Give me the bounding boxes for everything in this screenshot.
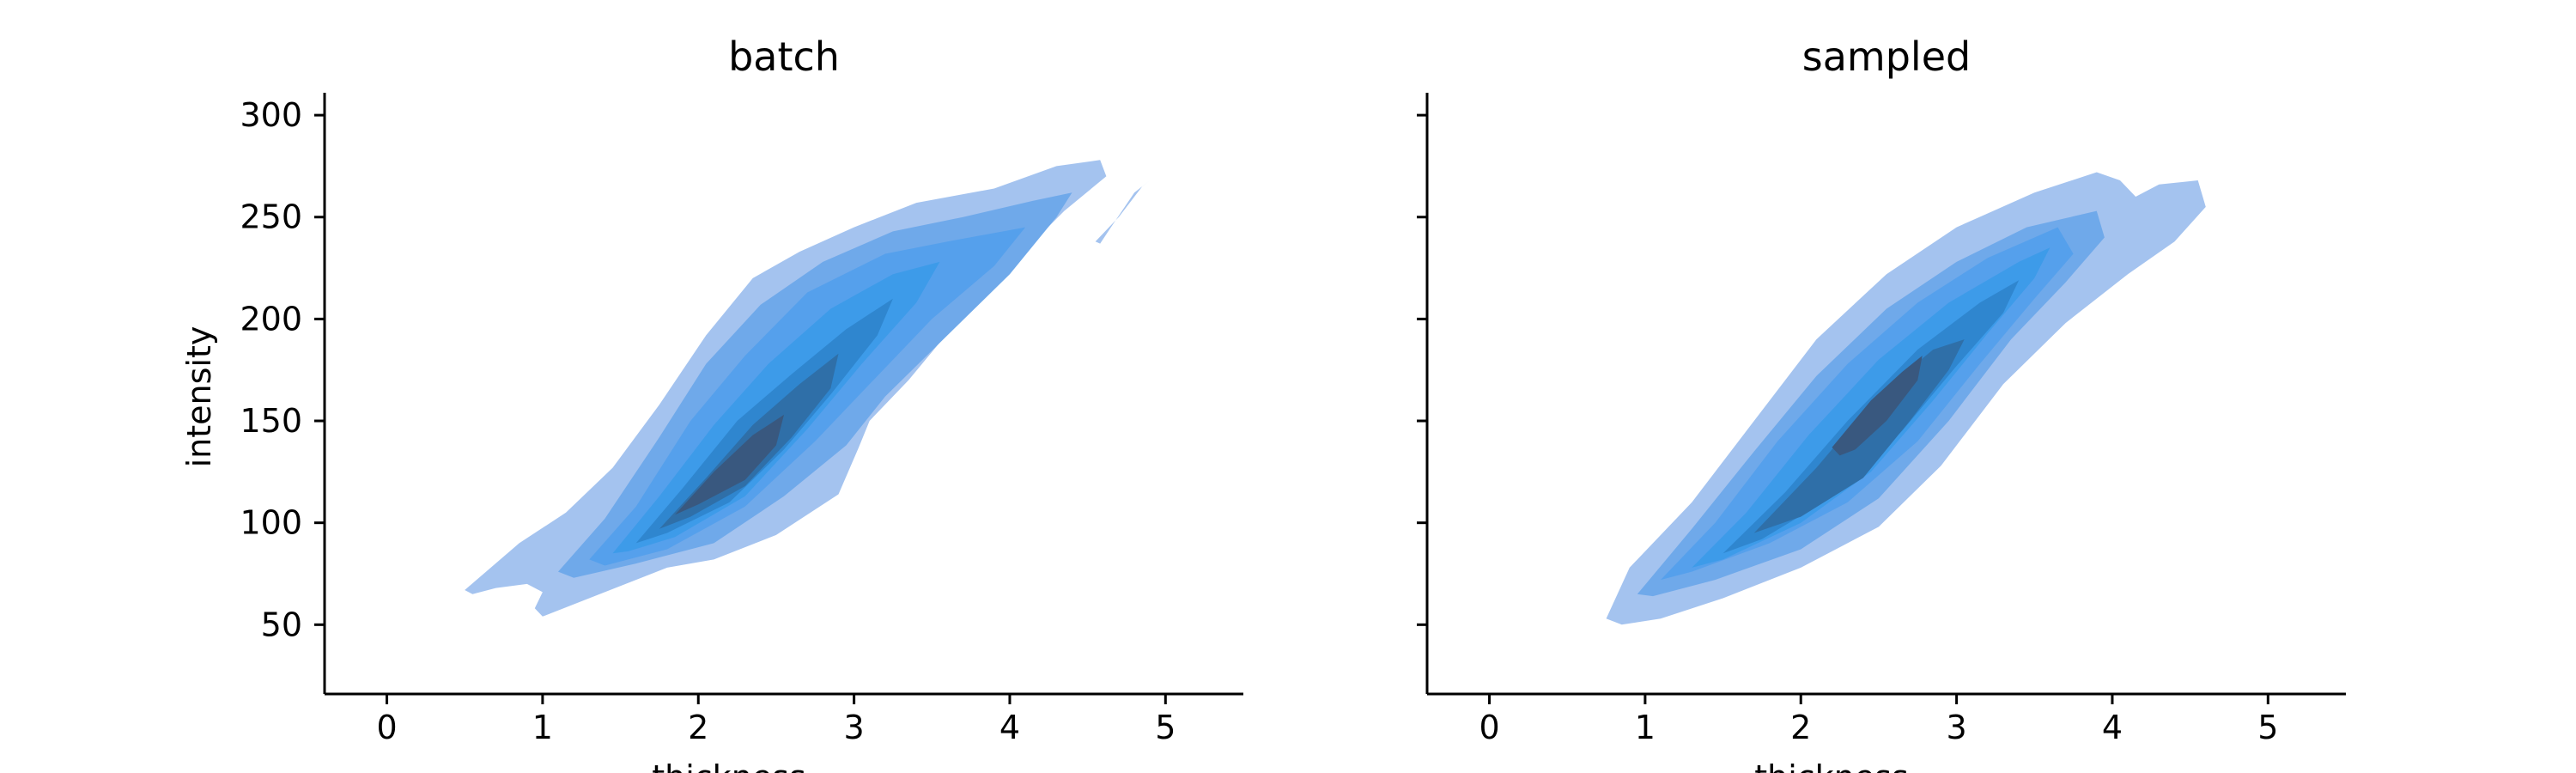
y-tick-label: 200 <box>240 300 302 338</box>
x-tick-label: 3 <box>1947 709 1967 746</box>
x-axis-title: thickness <box>652 758 806 773</box>
density-contour-level-7 <box>675 414 784 515</box>
y-tick-label: 100 <box>240 504 302 542</box>
x-tick-label: 0 <box>1479 709 1499 746</box>
x-tick-label: 4 <box>2102 709 2123 746</box>
panel-title: batch <box>728 33 840 80</box>
x-tick-label: 2 <box>688 709 708 746</box>
panel-batch: 0 1 2 3 4 5 50 100 150 200 250 300 batch thickness int… <box>180 33 1243 773</box>
panel-sampled: 0 1 2 3 4 5 sampled thickness <box>1417 33 2346 773</box>
density-contour-level-7 <box>1832 356 1923 456</box>
y-tick-label: 300 <box>240 96 302 134</box>
x-axis-title: thickness <box>1754 758 1909 773</box>
y-tick-label: 250 <box>240 198 302 236</box>
x-tick-label: 1 <box>532 709 553 746</box>
density-contours <box>465 160 1151 617</box>
y-tick-label: 150 <box>240 402 302 440</box>
y-tick-label: 50 <box>261 606 302 643</box>
x-tick-label: 3 <box>844 709 865 746</box>
x-tick-label: 1 <box>1635 709 1656 746</box>
x-tick-label: 5 <box>2257 709 2278 746</box>
x-tick-label: 2 <box>1790 709 1811 746</box>
x-tick-label: 0 <box>376 709 397 746</box>
panel-title: sampled <box>1802 33 1971 80</box>
x-tick-label: 5 <box>1155 709 1176 746</box>
density-contour-level-1 <box>1095 180 1151 244</box>
x-tick-label: 4 <box>999 709 1020 746</box>
density-contours <box>1606 172 2206 625</box>
y-axis-title: intensity <box>180 326 218 468</box>
